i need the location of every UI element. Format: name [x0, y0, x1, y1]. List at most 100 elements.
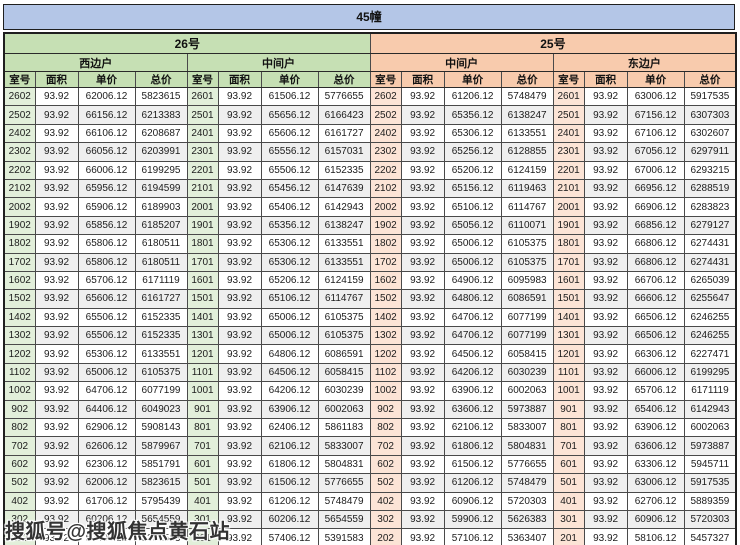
value-cell: 59906.12	[443, 509, 502, 530]
room-number-cell: 2602	[3, 86, 36, 107]
value-cell: 93.92	[400, 418, 445, 438]
value-cell: 63006.12	[626, 473, 685, 493]
section-header-middle-25: 中间户	[369, 53, 554, 72]
value-cell: 93.92	[217, 418, 262, 438]
value-cell: 6302607	[683, 123, 737, 144]
value-cell: 6114767	[500, 197, 554, 217]
value-cell: 6124159	[317, 270, 371, 291]
room-number-cell: 2202	[3, 160, 36, 180]
value-cell: 5776655	[317, 86, 371, 107]
room-number-cell: 1502	[369, 289, 402, 309]
value-cell: 6133551	[500, 123, 554, 144]
column-header-total-price: 总价	[683, 71, 737, 88]
value-cell: 6105375	[134, 362, 188, 383]
value-cell: 64206.12	[443, 362, 502, 383]
room-number-cell: 1602	[3, 270, 36, 291]
value-cell: 93.92	[217, 454, 262, 475]
room-number-cell: 2302	[3, 142, 36, 162]
room-number-cell: 2402	[369, 123, 402, 144]
room-number-cell: 602	[3, 454, 36, 475]
value-cell: 64706.12	[77, 381, 136, 401]
value-cell: 5748479	[317, 491, 371, 511]
room-number-cell: 302	[369, 509, 402, 530]
value-cell: 93.92	[583, 528, 628, 545]
value-cell: 6114767	[317, 289, 371, 309]
room-number-cell: 801	[552, 418, 585, 438]
value-cell: 5917535	[683, 473, 737, 493]
value-cell: 93.92	[34, 160, 79, 180]
room-number-cell: 702	[369, 436, 402, 456]
value-cell: 65206.12	[443, 160, 502, 180]
room-number-cell: 2401	[552, 123, 585, 144]
value-cell: 6077199	[500, 326, 554, 346]
room-number-cell: 202	[3, 528, 36, 545]
value-cell: 66156.12	[77, 105, 136, 125]
room-number-cell: 1202	[3, 344, 36, 364]
table-row: 1502 93.92 65606.12 6161727 1501 93.92 65106.1…	[3, 289, 737, 309]
value-cell: 93.92	[34, 215, 79, 236]
room-number-cell: 1501	[552, 289, 585, 309]
room-number-cell: 1602	[369, 270, 402, 291]
value-cell: 65906.12	[77, 197, 136, 217]
room-number-cell: 2001	[186, 197, 219, 217]
value-cell: 60906.12	[626, 509, 685, 530]
value-cell: 5823615	[134, 86, 188, 107]
value-cell: 93.92	[400, 160, 445, 180]
value-cell: 93.92	[34, 105, 79, 125]
value-cell: 93.92	[400, 86, 445, 107]
value-cell: 93.92	[400, 491, 445, 511]
value-cell: 93.92	[217, 381, 262, 401]
value-cell: 57106.12	[443, 528, 502, 545]
room-number-cell: 702	[3, 436, 36, 456]
room-number-cell: 201	[186, 528, 219, 545]
value-cell: 65806.12	[77, 252, 136, 272]
value-cell: 5823615	[134, 473, 188, 493]
table-row: 1902 93.92 65856.12 6185207 1901 93.92 65356.1…	[3, 215, 737, 236]
column-header-unit-price: 单价	[626, 71, 685, 88]
value-cell: 93.92	[400, 362, 445, 383]
value-cell: 6133551	[317, 252, 371, 272]
table-row: 1102 93.92 65006.12 6105375 1101 93.92 64506.1…	[3, 362, 737, 383]
room-number-cell: 1502	[3, 289, 36, 309]
value-cell: 6105375	[500, 252, 554, 272]
value-cell: 93.92	[34, 289, 79, 309]
room-number-cell: 2401	[186, 123, 219, 144]
value-cell: 93.92	[400, 509, 445, 530]
room-number-cell: 402	[369, 491, 402, 511]
value-cell: 93.92	[400, 436, 445, 456]
value-cell: 93.92	[217, 473, 262, 493]
value-cell: 61506.12	[260, 86, 319, 107]
value-cell: 65006.12	[260, 326, 319, 346]
table-row: 1002 93.92 64706.12 6077199 1001 93.92 64206.1…	[3, 381, 737, 401]
value-cell: 66956.12	[626, 178, 685, 199]
value-cell: 93.92	[583, 270, 628, 291]
value-cell: 5391583	[317, 528, 371, 545]
value-cell: 6265039	[683, 270, 737, 291]
value-cell: 63606.12	[626, 436, 685, 456]
value-cell: 93.92	[217, 142, 262, 162]
value-cell: 66606.12	[626, 289, 685, 309]
value-cell: 64406.12	[77, 399, 136, 420]
column-header-area: 面积	[583, 71, 628, 88]
room-number-cell: 1102	[369, 362, 402, 383]
value-cell: 93.92	[217, 289, 262, 309]
value-cell: 93.92	[400, 307, 445, 328]
value-cell: 6208687	[134, 123, 188, 144]
value-cell: 5861183	[317, 418, 371, 438]
value-cell: 6086591	[500, 289, 554, 309]
value-cell: 64506.12	[260, 362, 319, 383]
value-cell: 66706.12	[626, 270, 685, 291]
value-cell: 65106.12	[260, 289, 319, 309]
room-number-cell: 2501	[552, 105, 585, 125]
value-cell: 5776655	[500, 454, 554, 475]
watermark: 搜狐号@搜狐焦点黄石站	[5, 521, 231, 543]
room-number-cell: 501	[552, 473, 585, 493]
value-cell: 5795439	[134, 491, 188, 511]
value-cell: 6293215	[683, 160, 737, 180]
room-number-cell: 2001	[552, 197, 585, 217]
room-number-cell: 1201	[186, 344, 219, 364]
value-cell: 93.92	[583, 399, 628, 420]
value-cell: 62006.12	[77, 86, 136, 107]
value-cell: 63006.12	[626, 86, 685, 107]
value-cell: 6002063	[683, 418, 737, 438]
